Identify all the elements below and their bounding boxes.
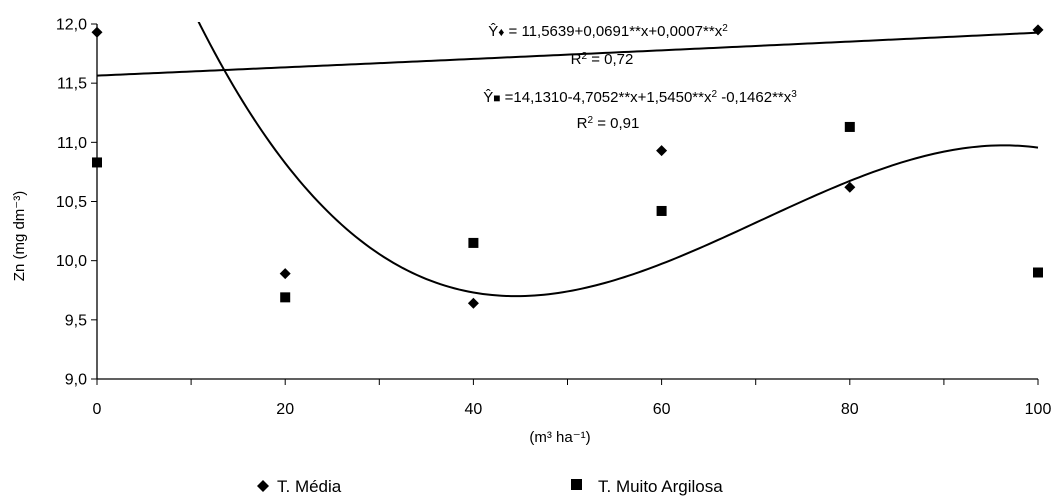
equation-text: Ŷ <box>483 89 493 106</box>
y-tick-label: 9,0 <box>65 372 87 389</box>
series-glyph: ♦ <box>498 25 504 39</box>
y-tick-label: 11,5 <box>57 76 87 93</box>
equation-line: Ŷ■ =14,1310-4,7052**x+1,5450**x2 -0,1462… <box>483 89 797 107</box>
superscript: 2 <box>587 115 593 126</box>
diamond-marker <box>844 181 856 193</box>
equation-text: R <box>577 115 588 132</box>
x-tick-label: 40 <box>465 401 483 418</box>
y-tick-label: 12,0 <box>56 17 87 34</box>
equation-text: = 0,91 <box>593 115 639 132</box>
equation-line: R2 = 0,91 <box>577 115 640 133</box>
x-tick-label: 100 <box>1025 401 1052 418</box>
superscript: 2 <box>711 89 717 100</box>
trend-curve-t-muito-argilosa <box>197 22 1039 298</box>
equation-text: -0,1462**x <box>717 89 792 106</box>
square-marker <box>280 292 291 303</box>
equation-text: = 11,5639+0,0691**x+0,0007**x <box>504 23 722 40</box>
equation-line: R2 = 0,72 <box>571 51 634 69</box>
legend-label-t-media: T. Média <box>277 477 342 496</box>
equation-text: = 0,72 <box>587 51 633 68</box>
square-marker <box>468 237 479 248</box>
legend-diamond-icon <box>257 480 269 492</box>
x-tick-label: 0 <box>93 401 102 418</box>
equation-text: =14,1310-4,7052**x+1,5450**x <box>500 89 712 106</box>
legend-label-t-muito-argilosa: T. Muito Argilosa <box>598 477 723 496</box>
y-tick-label: 10,0 <box>56 253 87 270</box>
x-tick-label: 80 <box>841 401 859 418</box>
axes <box>91 23 1039 385</box>
equation-line: Ŷ♦ = 11,5639+0,0691**x+0,0007**x2 <box>488 23 728 41</box>
equation-text: R <box>571 51 582 68</box>
superscript: 2 <box>581 51 587 62</box>
x-tick-label: 20 <box>276 401 294 418</box>
tick-labels: 9,0 9,5 10,0 10,5 11,0 11,5 12,0 0 20 40 60 80 100 <box>56 17 1052 419</box>
diamond-marker <box>1032 24 1044 36</box>
superscript: 3 <box>791 89 797 100</box>
square-marker <box>844 121 855 132</box>
data-markers <box>91 24 1044 309</box>
superscript: 2 <box>722 23 728 34</box>
x-axis-label: (m³ ha⁻¹) <box>529 429 590 446</box>
legend-square-icon <box>571 479 582 490</box>
series-glyph: ■ <box>493 91 500 105</box>
diamond-marker <box>467 297 479 309</box>
trend-curve-t-media <box>97 31 1039 77</box>
diamond-marker <box>656 145 668 157</box>
diamond-marker <box>279 268 291 280</box>
x-tick-label: 60 <box>653 401 671 418</box>
y-tick-label: 11,0 <box>57 135 87 152</box>
y-tick-label: 10,5 <box>56 194 87 211</box>
equation-text: Ŷ <box>488 23 498 40</box>
legend: T. Média T. Muito Argilosa <box>257 477 723 496</box>
y-axis-label: Zn (mg dm⁻³) <box>11 191 28 281</box>
square-marker <box>1033 267 1043 278</box>
y-tick-label: 9,5 <box>65 312 87 329</box>
trend-curves <box>97 22 1039 298</box>
square-marker <box>656 205 667 216</box>
